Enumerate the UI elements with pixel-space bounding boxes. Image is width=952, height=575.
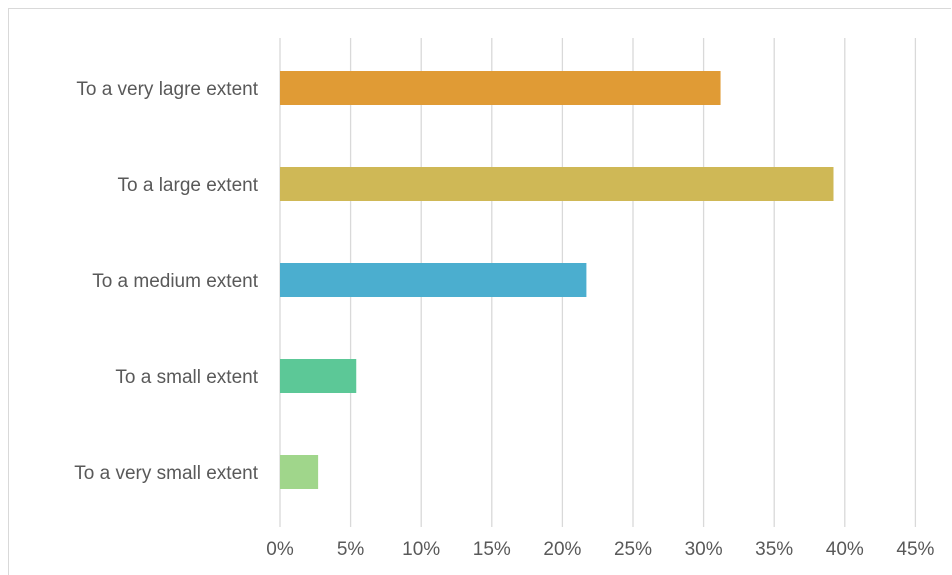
category-label: To a very lagre extent [76,79,258,100]
x-tick-label: 0% [266,539,294,560]
x-tick-label: 25% [614,539,652,560]
bar [280,71,721,105]
category-labels: To a very lagre extent To a large extent T… [74,79,258,484]
x-tick-label: 5% [337,539,365,560]
x-tick-label: 15% [473,539,511,560]
bar [280,359,357,393]
bar [280,455,319,489]
x-tick-label: 30% [685,539,723,560]
x-tick-label: 20% [543,539,581,560]
x-tick-label: 45% [896,539,934,560]
category-label: To a medium extent [92,271,259,292]
bar [280,167,834,201]
x-tick-label: 35% [755,539,793,560]
category-label: To a large extent [118,175,259,196]
bars [280,71,834,489]
category-label: To a very small extent [74,463,258,484]
category-label: To a small extent [115,367,258,388]
bar [280,263,587,297]
x-tick-label: 10% [402,539,440,560]
x-tick-label: 40% [826,539,864,560]
x-tick-labels: 0% 5% 10% 15% 20% 25% 30% 35% 40% 45% [266,539,934,560]
